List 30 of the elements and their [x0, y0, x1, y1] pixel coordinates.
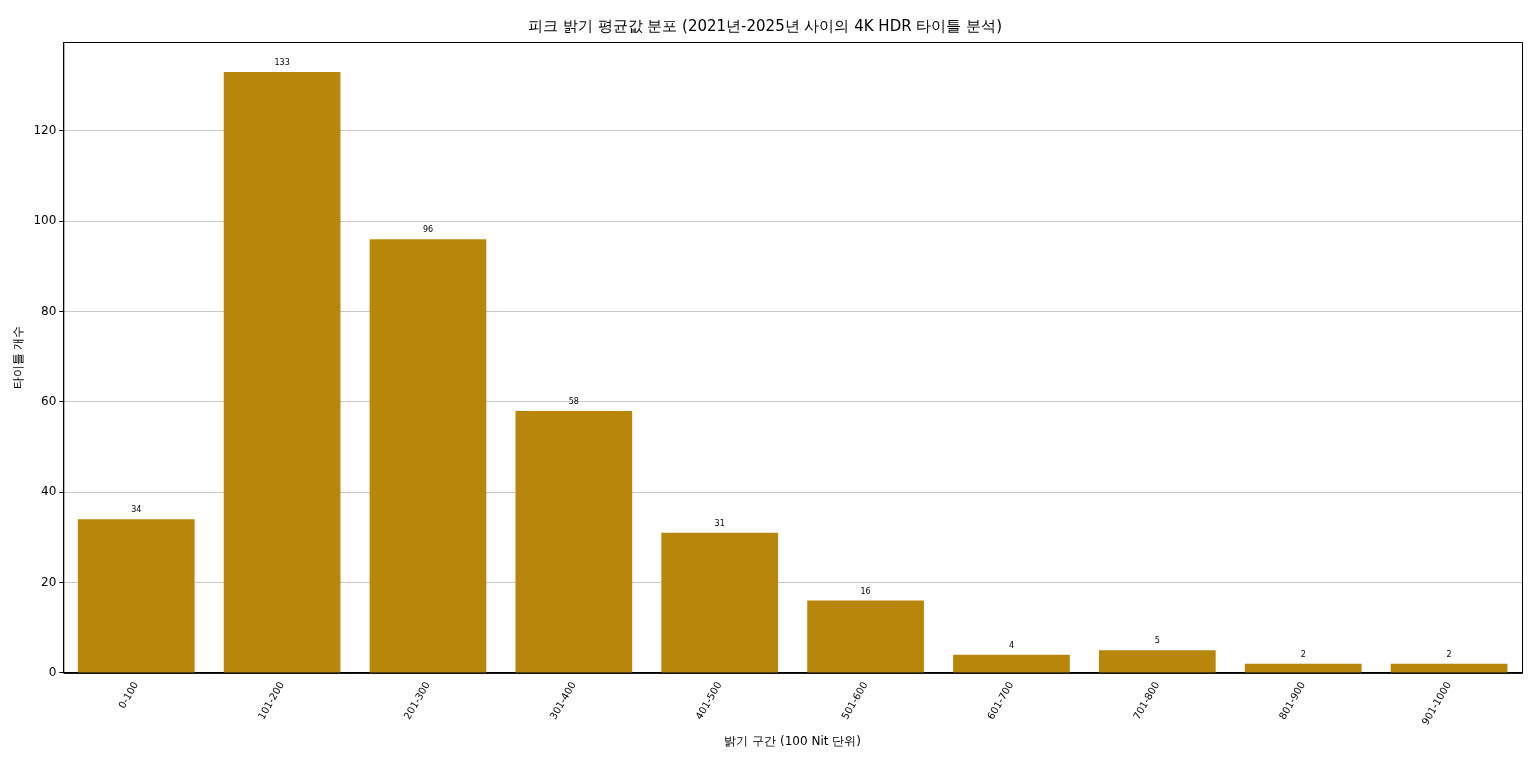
data-label: 96 [422, 225, 434, 235]
y-tick-label: 80 [41, 303, 57, 318]
bar [515, 410, 633, 673]
bar [369, 239, 487, 673]
x-axis-title: 밝기 구간 (100 Nit 단위) [724, 733, 861, 748]
data-label: 2 [1300, 649, 1306, 659]
y-axis-title: 타이틀 개수 [11, 325, 26, 390]
data-label: 58 [568, 396, 579, 406]
y-tick-label: 120 [33, 122, 57, 137]
y-tick-label: 40 [41, 484, 57, 499]
bar [1390, 663, 1508, 673]
y-tick-label: 20 [41, 574, 57, 589]
data-label: 133 [274, 58, 290, 68]
data-label: 2 [1446, 649, 1452, 659]
bar [953, 654, 1070, 673]
y-tick-label: 100 [33, 213, 57, 228]
data-label: 31 [714, 518, 725, 528]
data-label: 5 [1154, 636, 1160, 646]
bar [807, 600, 924, 673]
bar [77, 519, 195, 673]
bar [1244, 663, 1362, 673]
bar [661, 532, 779, 673]
y-tick-label: 0 [48, 665, 57, 680]
y-tick-label: 60 [41, 393, 57, 408]
data-label: 16 [860, 586, 871, 596]
chart-title: 피크 밝기 평균값 분포 (2021년-2025년 사이의 4K HDR 타이틀 분석) [527, 16, 1003, 35]
data-label: 34 [131, 505, 142, 515]
bar [1098, 650, 1216, 673]
bar [223, 72, 341, 673]
data-label: 4 [1008, 640, 1014, 650]
